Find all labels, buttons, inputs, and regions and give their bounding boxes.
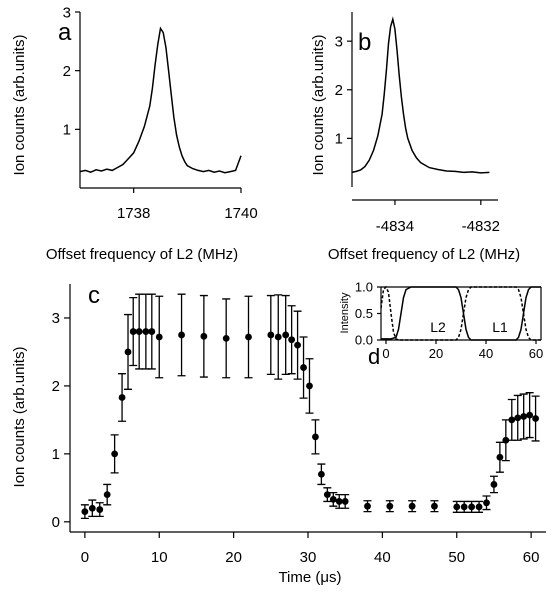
- panel-a-x-tick-label: 1740: [224, 205, 257, 222]
- panel-a-xlabel: Offset frequency of L2 (MHz): [46, 246, 238, 263]
- panel-c-ylabel: Ion counts (arb.units): [11, 347, 28, 488]
- panel-c-x-tick-label: 40: [374, 549, 391, 566]
- data-point: [142, 328, 150, 335]
- panel-d-x-tick-label: 0: [382, 346, 389, 361]
- panel-d-y-tick-label: 1.0: [355, 280, 373, 295]
- panel-b-xlabel: Offset frequency of L2 (MHz): [328, 246, 520, 263]
- series-l1-line: [380, 285, 541, 341]
- data-point: [341, 498, 349, 505]
- data-point: [312, 433, 319, 441]
- data-point: [532, 415, 539, 422]
- data-point: [386, 502, 394, 510]
- series-l2-line: [381, 286, 541, 341]
- data-point: [178, 331, 185, 339]
- panel-c-letter: c: [88, 282, 100, 309]
- data-point: [468, 503, 476, 511]
- panel-c-y-tick-label: 0: [52, 514, 60, 531]
- data-point: [135, 328, 143, 335]
- panel-c-y-tick-label: 3: [52, 310, 60, 327]
- data-point: [129, 328, 137, 335]
- panel-b: b Ion counts (arb.units) Offset frequenc…: [310, 12, 520, 263]
- panel-a-y-tick-label: 1: [63, 122, 71, 139]
- data-point: [96, 506, 104, 513]
- data-point: [408, 502, 416, 510]
- panel-d-y-tick-label: 0.0: [355, 333, 373, 348]
- panel-c-x-tick-label: 20: [225, 549, 242, 566]
- data-point: [118, 394, 126, 401]
- data-point: [460, 503, 468, 511]
- panel-a-x-tick-label: 1738: [117, 205, 150, 222]
- data-point: [329, 495, 337, 503]
- data-point: [155, 333, 163, 341]
- data-point: [306, 382, 313, 390]
- panel-b-letter: b: [358, 29, 371, 56]
- panel-b-ylabel: Ion counts (arb.units): [310, 35, 327, 176]
- panel-d-ylabel: Intensity: [339, 292, 351, 333]
- panel-a-y-tick-label: 2: [63, 63, 71, 80]
- data-point: [502, 436, 510, 444]
- data-point: [475, 503, 483, 511]
- panel-d-x-tick-label: 40: [479, 346, 493, 361]
- panel-a: a Ion counts (arb.units) Offset frequenc…: [11, 4, 258, 263]
- data-point: [317, 470, 325, 478]
- panel-c-x-tick-label: 50: [448, 549, 465, 566]
- panel-a-ylabel: Ion counts (arb.units): [11, 35, 28, 176]
- data-point: [222, 334, 230, 342]
- panel-b-trace-line: [351, 16, 490, 174]
- data-point: [431, 502, 438, 510]
- panel-b-y-tick-label: 1: [335, 131, 343, 148]
- panel-b-x-tick-label: -4832: [462, 218, 500, 235]
- panel-d-letter: d: [368, 344, 380, 369]
- data-point: [294, 341, 301, 349]
- panel-d-x-tick-label: 60: [529, 346, 543, 361]
- data-point: [288, 336, 296, 344]
- data-point: [323, 491, 331, 499]
- data-point: [364, 502, 371, 510]
- panel-a-y-tick-label: 3: [63, 4, 71, 21]
- data-point: [490, 481, 498, 488]
- data-point: [88, 504, 96, 512]
- data-point: [103, 491, 111, 499]
- data-point: [335, 498, 343, 505]
- panel-c-x-tick-label: 30: [300, 549, 317, 566]
- panel-c-x-tick-label: 10: [151, 549, 168, 566]
- panel-a-letter: a: [58, 19, 72, 46]
- panel-a-trace-line: [79, 26, 242, 174]
- data-point: [282, 331, 290, 339]
- panel-d: d Intensity L2 L1 0 20 40 60 0.0 0.5 1.0: [339, 280, 543, 369]
- panel-b-y-tick-label: 2: [335, 82, 343, 99]
- panel-c-x-tick-label: 60: [523, 549, 540, 566]
- panel-b-y-tick-label: 3: [335, 33, 343, 50]
- data-point: [200, 332, 208, 340]
- panel-c-xlabel: Time (μs): [278, 569, 341, 586]
- data-point: [300, 364, 307, 371]
- data-point: [245, 333, 252, 341]
- data-point: [148, 328, 156, 335]
- panel-c-x-tick-label: 0: [81, 549, 89, 566]
- panel-c-y-tick-label: 1: [52, 446, 60, 463]
- data-point: [111, 450, 119, 458]
- data-point: [508, 416, 516, 424]
- panel-c-y-tick-label: 2: [52, 378, 60, 395]
- data-point: [274, 333, 282, 341]
- data-point: [514, 414, 522, 422]
- data-point: [496, 453, 504, 461]
- data-point: [453, 503, 461, 511]
- data-point: [81, 508, 89, 516]
- panel-b-x-tick-label: -4834: [376, 218, 414, 235]
- annotation-l2: L2: [430, 319, 446, 335]
- data-point: [267, 331, 275, 339]
- panel-d-x-tick-label: 20: [429, 346, 443, 361]
- annotation-l1: L1: [492, 319, 508, 335]
- panel-d-y-tick-label: 0.5: [355, 306, 373, 321]
- data-point: [483, 499, 490, 507]
- data-point: [124, 348, 132, 356]
- panel-c: c Ion counts (arb.units) Time (μs) 0 10 20…: [11, 282, 546, 586]
- data-point: [520, 413, 528, 420]
- data-point: [526, 411, 534, 419]
